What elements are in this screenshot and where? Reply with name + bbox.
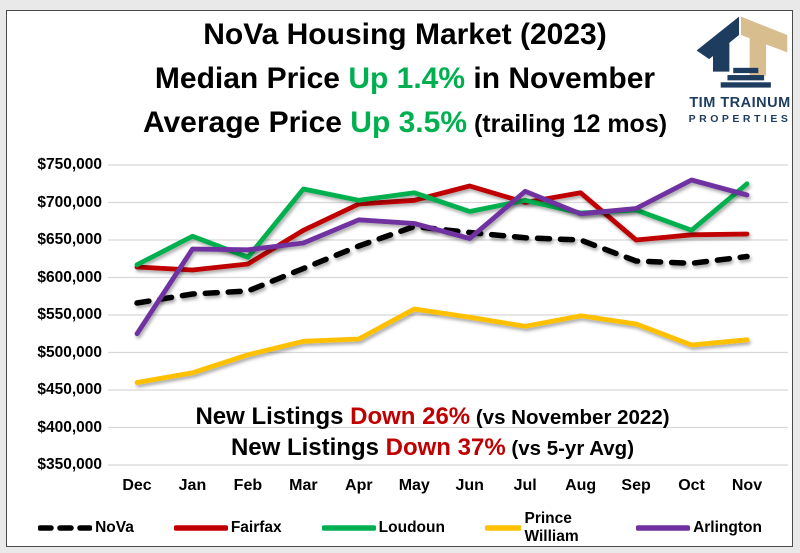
title-block: NoVa Housing Market (2023) Median Price …	[10, 13, 800, 146]
x-axis-label-jul: Jul	[513, 477, 537, 494]
y-axis-label: $500,000	[37, 343, 102, 361]
legend-swatch	[321, 525, 376, 531]
y-axis-label: $350,000	[37, 456, 102, 473]
title-line-3: Average Price Up 3.5% (trailing 12 mos)	[10, 101, 800, 146]
y-axis-label: $650,000	[37, 231, 102, 248]
legend-label: Fairfax	[230, 519, 282, 536]
x-axis-label-nov: Nov	[731, 477, 763, 494]
legend-label: Prince William	[524, 510, 579, 545]
legend-item-loudoun: Loudoun	[321, 519, 445, 537]
y-axis-label: $550,000	[37, 306, 102, 323]
title-line-2: Median Price Up 1.4% in November	[10, 57, 800, 101]
legend-swatch	[38, 525, 93, 531]
annotation2-suffix: (vs 5-yr Avg)	[505, 437, 635, 460]
annotation2-highlight: Down 37%	[385, 434, 506, 461]
legend-swatch	[484, 525, 522, 531]
annotation1-highlight: Down 26%	[350, 403, 471, 430]
tim-trainum-logo: TIM TRAINUM PROPERTIES	[683, 8, 797, 126]
legend-label: NoVa	[95, 519, 134, 536]
logo-name: TIM TRAINUM	[689, 95, 791, 111]
house-logo-icon	[696, 16, 788, 88]
x-axis-label-dec: Dec	[122, 477, 152, 494]
y-axis-label: $400,000	[37, 418, 102, 436]
annotation1-suffix: (vs November 2022)	[470, 406, 670, 429]
legend-item-prince-william: Prince William	[484, 510, 596, 546]
y-axis-label: $750,000	[37, 156, 102, 173]
annotation2-text: New Listings	[230, 434, 386, 461]
y-axis-label: $600,000	[37, 268, 102, 286]
x-axis-label-may: May	[398, 477, 430, 494]
x-axis-label-jan: Jan	[178, 477, 207, 494]
title-line3-highlight: Up 3.5%	[350, 106, 468, 139]
x-axis-label-jun: Jun	[455, 477, 484, 494]
x-axis-label-sep: Sep	[621, 477, 651, 494]
title-line2-suffix: in November	[465, 62, 656, 95]
x-axis-label-mar: Mar	[289, 477, 318, 494]
x-axis-label-apr: Apr	[345, 477, 373, 494]
title-line-1: NoVa Housing Market (2023)	[203, 18, 607, 51]
legend-item-arlington: Arlington	[636, 519, 762, 537]
x-axis-label-aug: Aug	[565, 477, 597, 494]
legend-label: Loudoun	[378, 519, 445, 536]
y-axis-label: $450,000	[37, 381, 102, 398]
title-line2-highlight: Up 1.4%	[348, 62, 466, 95]
y-axis-label: $700,000	[37, 193, 102, 211]
legend-label: Arlington	[693, 519, 762, 536]
annotation-line-2: New Listings Down 37% (vs 5-yr Avg)	[65, 433, 800, 463]
legend-swatch	[173, 525, 228, 531]
chart-legend: NoVa Fairfax Loudoun Prince William Arlingto…	[38, 510, 762, 546]
x-axis-label-feb: Feb	[233, 477, 263, 494]
logo-subname: PROPERTIES	[688, 113, 792, 125]
legend-item-fairfax: Fairfax	[173, 519, 282, 537]
title-line2-text: Median Price	[154, 62, 349, 95]
title-line3-text: Average Price	[142, 106, 351, 139]
legend-swatch	[636, 525, 691, 531]
legend-item-nova: NoVa	[38, 519, 134, 537]
annotation-line-1: New Listings Down 26% (vs November 2022)	[65, 402, 800, 432]
x-axis-label-oct: Oct	[678, 477, 705, 494]
title-line3-suffix: (trailing 12 mos)	[467, 110, 668, 138]
annotation1-text: New Listings	[195, 403, 351, 430]
